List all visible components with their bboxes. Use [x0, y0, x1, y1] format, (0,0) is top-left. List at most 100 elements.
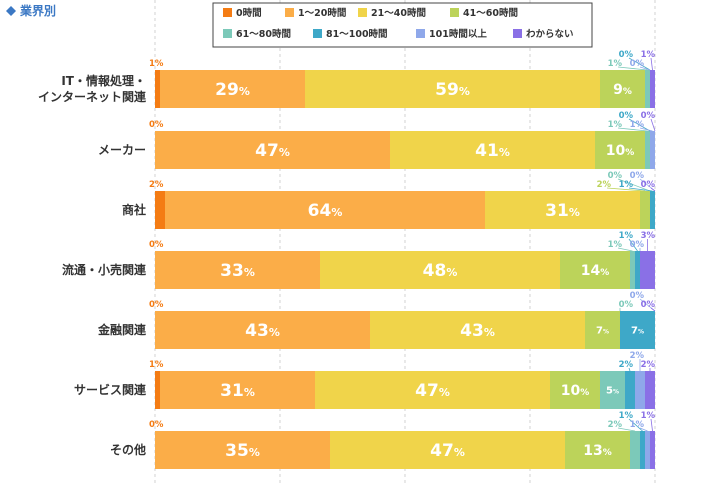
bar-6-4: [630, 431, 640, 469]
bar-6-5: [640, 431, 645, 469]
legend-swatch-6: [416, 29, 425, 38]
data-label-4-5: 7%: [631, 326, 644, 337]
legend-swatch-2: [358, 8, 367, 17]
diamond-icon: [6, 6, 16, 16]
bars: 29% 59% 9%1% 1%0%0%1%47% 41% 10%0% 1%0%1%0%64%…: [149, 50, 655, 469]
bar-0-7: [650, 70, 655, 108]
category-label-1: メーカー: [98, 143, 146, 157]
small-label-1-6: 1%: [630, 120, 645, 130]
chart-title: 業界別: [19, 3, 56, 18]
legend-swatch-0: [223, 8, 232, 17]
small-label-2-7: 0%: [641, 180, 656, 190]
data-label-5-2: 47%: [415, 381, 450, 401]
bar-5-4: [600, 371, 625, 409]
leader-1-4: [617, 127, 648, 132]
bar-4-1: [155, 311, 370, 349]
small-label-3-5: 1%: [619, 231, 634, 241]
small-label-2-3: 2%: [597, 180, 612, 190]
data-label-4-1: 43%: [245, 321, 280, 341]
legend-swatch-1: [285, 8, 294, 17]
bar-0-4: [645, 70, 650, 108]
bar-5-0: [155, 371, 160, 409]
legend-label-4: 61〜80時間: [236, 28, 291, 40]
small-label-3-6: 0%: [630, 240, 645, 250]
data-label-2-1: 64%: [308, 201, 343, 221]
bar-5-5: [625, 371, 635, 409]
data-label-2-2: 31%: [545, 201, 580, 221]
small-label-6-5: 1%: [619, 411, 634, 421]
leader-6-5: [628, 418, 643, 432]
bar-4-3: [585, 311, 620, 349]
bar-1-3: [595, 131, 645, 169]
bar-1-4: [645, 131, 650, 169]
legend-swatch-3: [450, 8, 459, 17]
leader-2-7: [650, 187, 656, 192]
legend-label-1: 1〜20時間: [298, 7, 346, 19]
bar-5-6: [635, 371, 645, 409]
category-label-2: 商社: [122, 202, 146, 217]
bar-3-2: [320, 251, 560, 289]
small-label-0-7: 1%: [641, 50, 656, 60]
bar-1-2: [390, 131, 595, 169]
small-label-1-4: 1%: [608, 120, 623, 130]
bar-6-7: [650, 431, 655, 469]
category-label-0: IT・情報処理・インターネット関連: [38, 73, 147, 104]
bar-5-2: [315, 371, 550, 409]
bar-0-1: [160, 70, 305, 108]
leader-0-5: [628, 57, 651, 71]
leader-0-7: [650, 57, 653, 71]
small-label-3-4: 1%: [608, 240, 623, 250]
data-label-5-4: 5%: [606, 386, 619, 397]
small-label-5-7: 2%: [641, 360, 656, 370]
data-label-0-1: 29%: [215, 80, 250, 100]
bar-2-5: [650, 191, 655, 229]
bar-0-3: [600, 70, 645, 108]
data-label-6-2: 47%: [430, 441, 465, 461]
leader-5-5: [628, 367, 631, 372]
leader-2-5: [628, 187, 653, 192]
small-label-5-5: 2%: [619, 360, 634, 370]
legend-swatch-7: [513, 29, 522, 38]
leader-0-4: [617, 66, 648, 71]
bar-2-2: [485, 191, 640, 229]
bar-3-7: [640, 251, 655, 289]
small-label-1-5: 0%: [619, 111, 634, 121]
leader-1-7: [650, 118, 656, 132]
small-label-6-7: 1%: [641, 411, 656, 421]
legend-box: [212, 2, 593, 48]
legend-label-7: わからない: [526, 29, 574, 40]
legend-swatch-4: [223, 29, 232, 38]
small-label-0-6: 0%: [630, 59, 645, 69]
data-label-5-1: 31%: [220, 381, 255, 401]
small-label-3-7: 3%: [641, 231, 656, 241]
bar-2-3: [640, 191, 650, 229]
bar-0-0: [155, 70, 160, 108]
small-label-2-0: 2%: [149, 180, 164, 190]
legend-label-3: 41〜60時間: [463, 7, 518, 19]
legend: 0時間 1〜20時間 21〜40時間 41〜60時間 61〜80時間 81〜100時間 10…: [212, 2, 593, 48]
category-labels: IT・情報処理・インターネット関連メーカー商社流通・小売関連金融関連サービス関連…: [38, 73, 147, 457]
small-label-2-6: 0%: [630, 171, 645, 181]
bar-3-1: [155, 251, 320, 289]
leader-0-6: [639, 66, 651, 71]
bar-5-3: [550, 371, 600, 409]
bar-1-1: [155, 131, 390, 169]
legend-swatch-5: [313, 29, 322, 38]
leader-6-4: [617, 427, 636, 432]
category-label-6: その他: [110, 442, 146, 457]
leader-3-4: [617, 247, 633, 252]
small-label-0-0: 1%: [149, 59, 164, 69]
small-label-0-5: 0%: [619, 50, 634, 60]
bar-3-5: [635, 251, 640, 289]
leader-6-6: [639, 427, 648, 432]
leader-1-6: [639, 127, 653, 132]
data-label-1-2: 41%: [475, 141, 510, 161]
leader-1-5: [628, 118, 651, 132]
small-label-0-4: 1%: [608, 59, 623, 69]
small-label-5-0: 1%: [149, 360, 164, 370]
category-label-4: 金融関連: [97, 322, 147, 337]
bar-6-2: [330, 431, 565, 469]
bar-5-1: [160, 371, 315, 409]
data-label-6-1: 35%: [225, 441, 260, 461]
